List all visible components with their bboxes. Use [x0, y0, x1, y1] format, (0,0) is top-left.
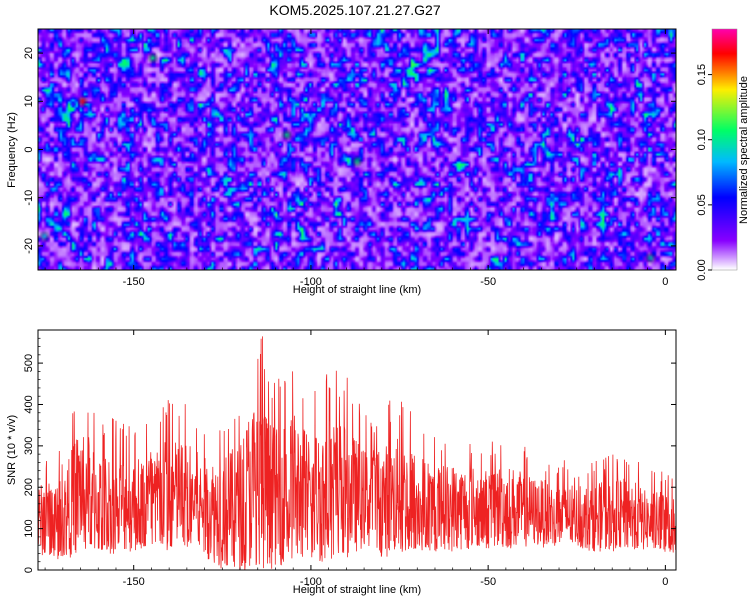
- snr-x-tick-label: -100: [300, 576, 322, 588]
- snr-y-tick-label: 200: [23, 478, 35, 496]
- snr-y-tick-label: 500: [23, 354, 35, 372]
- heatmap-x-ticks: -150 -100 -50 0: [44, 29, 668, 288]
- heatmap-x-tick-label: 0: [662, 276, 668, 288]
- snr-x-tick-label: -150: [123, 576, 145, 588]
- colorbar-tick-label: 0.15: [696, 64, 708, 85]
- heatmap-y-tick-label: -20: [23, 238, 35, 254]
- colorbar: 0.00 0.05 0.10 0.15 Normalized spectral amp…: [696, 28, 750, 281]
- snr-x-tick-label: 0: [662, 576, 668, 588]
- snr-y-ticks: 0 100 200 300 400 500: [23, 337, 676, 573]
- heatmap-x-tick-label: -50: [480, 276, 496, 288]
- snr-y-tick-label: 0: [23, 567, 35, 573]
- figure-title: KOM5.2025.107.21.27.G27: [269, 2, 440, 18]
- snr-y-tick-label: 400: [23, 395, 35, 413]
- heatmap-y-tick-label: 20: [23, 47, 35, 59]
- snr-y-tick-label: 100: [23, 519, 35, 537]
- colorbar-gradient: [712, 29, 737, 270]
- snr-x-ticks: -150 -100 -50 0: [44, 330, 668, 588]
- snr-frame: [37, 329, 677, 571]
- snr-y-tick-label: 300: [23, 437, 35, 455]
- heatmap-x-tick-label: -100: [300, 276, 322, 288]
- snr-x-tick-label: -50: [480, 576, 496, 588]
- colorbar-tick-label: 0.00: [696, 259, 708, 280]
- heatmap-y-ticks: -20 -10 0 10 20: [23, 47, 676, 254]
- heatmap-y-axis-label: Frequency (Hz): [6, 112, 18, 188]
- heatmap-image: [38, 29, 676, 270]
- heatmap-x-axis-label: Height of straight line (km): [293, 284, 421, 296]
- heatmap-x-tick-label: -150: [123, 276, 145, 288]
- colorbar-tick-label: 0.10: [696, 129, 708, 150]
- snr-x-axis-label: Height of straight line (km): [293, 584, 421, 596]
- colorbar-label: Normalized spectral amplitude: [738, 76, 750, 224]
- heatmap-y-tick-label: 10: [23, 95, 35, 107]
- snr-series-line: [38, 336, 676, 570]
- colorbar-tick-label: 0.05: [696, 194, 708, 215]
- heatmap-y-tick-label: 0: [23, 146, 35, 152]
- heatmap-y-tick-label: -10: [23, 190, 35, 206]
- colorbar-frame: [711, 28, 738, 271]
- colorbar-ticks: 0.00 0.05 0.10 0.15: [696, 64, 712, 281]
- snr-panel: -150 -100 -50 0 0 100 200 300 400 500 Height of …: [6, 329, 677, 596]
- snr-y-axis-label: SNR (10 * v/v): [6, 415, 18, 485]
